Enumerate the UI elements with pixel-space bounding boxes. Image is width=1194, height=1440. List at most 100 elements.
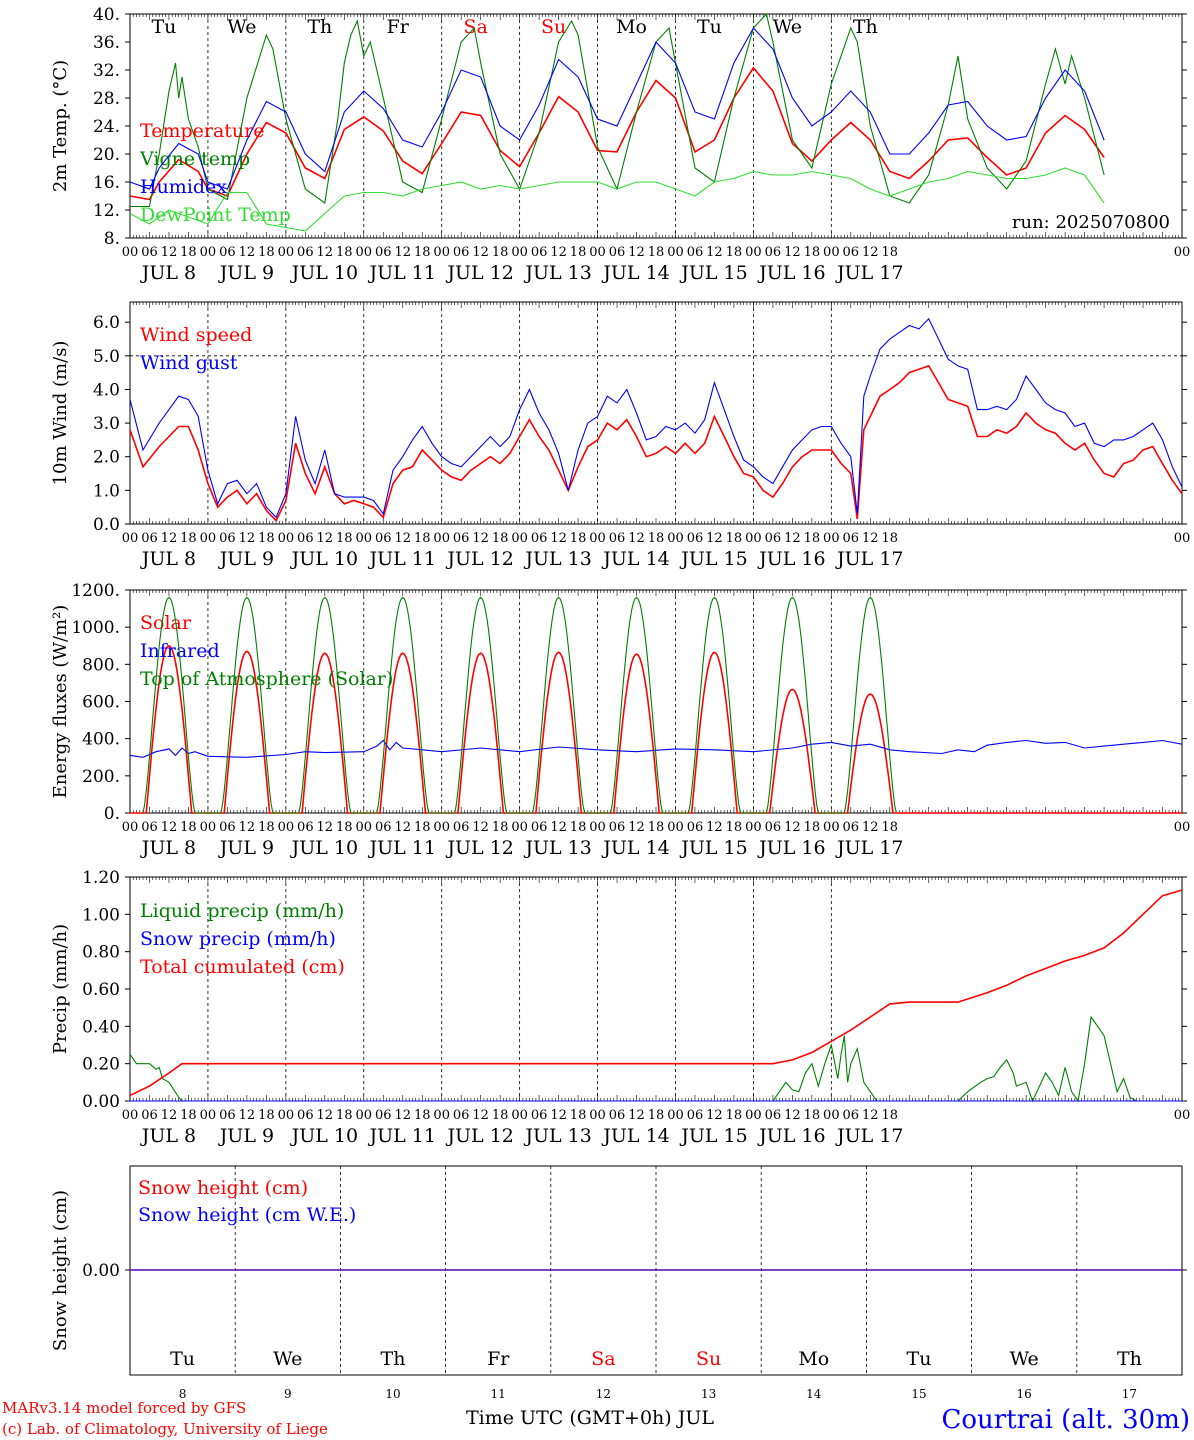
date-label: JUL 11 xyxy=(368,1125,436,1147)
hour-label: 12 xyxy=(472,245,489,260)
hour-label: 18 xyxy=(336,1108,353,1123)
series-line xyxy=(129,364,1183,522)
day-number-label: 13 xyxy=(701,1387,716,1401)
y-tick-label: 200. xyxy=(82,767,120,787)
y-tick-label: 5.0 xyxy=(93,347,120,367)
hour-label: 00 xyxy=(823,1108,840,1123)
legend-entry: DewPoint Temp xyxy=(140,204,291,226)
date-label: JUL 11 xyxy=(368,548,436,570)
day-number-label: 8 xyxy=(179,1387,187,1401)
date-label: JUL 10 xyxy=(290,1125,358,1147)
hour-label: 06 xyxy=(453,820,470,835)
hour-label: 00 xyxy=(278,820,295,835)
hour-label: 00 xyxy=(200,245,217,260)
legend-entry: Liquid precip (mm/h) xyxy=(140,900,344,922)
date-label: JUL 14 xyxy=(601,837,669,859)
hour-label: 00 xyxy=(278,531,295,546)
hour-label: 12 xyxy=(862,245,879,260)
date-label: JUL 10 xyxy=(290,837,358,859)
hour-label: 00 xyxy=(745,820,762,835)
weekday-label: Fr xyxy=(487,1348,510,1370)
legend-entry: Vigne temp xyxy=(139,148,250,170)
weekday-label: Tu xyxy=(907,1348,932,1370)
hour-label: 18 xyxy=(492,1108,509,1123)
hour-label: 06 xyxy=(765,531,782,546)
hour-label: 18 xyxy=(726,245,743,260)
hour-label: 06 xyxy=(531,1108,548,1123)
hour-label: 00 xyxy=(1174,820,1191,835)
legend-entry: Wind speed xyxy=(140,324,252,346)
hour-label: 12 xyxy=(472,820,489,835)
series-line xyxy=(129,27,1105,190)
hour-label: 18 xyxy=(570,531,587,546)
hour-label: 12 xyxy=(239,820,256,835)
hour-label: 18 xyxy=(492,245,509,260)
hour-label: 06 xyxy=(219,245,236,260)
hour-label: 06 xyxy=(219,820,236,835)
hour-label: 06 xyxy=(843,531,860,546)
hour-label: 12 xyxy=(317,820,334,835)
hour-label: 18 xyxy=(414,820,431,835)
date-label: JUL 13 xyxy=(523,1125,591,1147)
hour-label: 18 xyxy=(726,820,743,835)
y-tick-label: 1000. xyxy=(71,618,120,638)
date-label: JUL 10 xyxy=(290,548,358,570)
hour-label: 18 xyxy=(414,245,431,260)
series-line xyxy=(129,317,1183,519)
y-tick-label: 0.00 xyxy=(82,1092,120,1112)
hour-label: 06 xyxy=(531,245,548,260)
hour-label: 18 xyxy=(180,531,197,546)
date-label: JUL 9 xyxy=(218,1125,274,1147)
hour-label: 18 xyxy=(804,245,821,260)
weekday-label: Sa xyxy=(591,1348,615,1370)
y-tick-label: 400. xyxy=(82,730,120,750)
date-label: JUL 17 xyxy=(835,837,903,859)
panel-4: 0.00 0.20 0.40 0.60 0.80 1.00 1.20 Precip (mm/h… xyxy=(50,868,1190,1147)
date-label: JUL 13 xyxy=(523,262,591,284)
weekday-label: Tu xyxy=(170,1348,195,1370)
hour-label: 12 xyxy=(706,531,723,546)
legend-entry: Top of Atmosphere (Solar) xyxy=(140,668,393,690)
legend-entry: Wind gust xyxy=(140,352,238,374)
hour-label: 18 xyxy=(804,820,821,835)
hour-label: 00 xyxy=(511,1108,528,1123)
hour-label: 18 xyxy=(570,820,587,835)
weekday-label: We xyxy=(227,16,256,38)
hour-label: 00 xyxy=(122,531,139,546)
hour-label: 00 xyxy=(589,820,606,835)
y-tick-label: 0.00 xyxy=(82,1261,120,1281)
hour-label: 06 xyxy=(453,1108,470,1123)
hour-label: 18 xyxy=(336,531,353,546)
hour-label: 18 xyxy=(414,531,431,546)
weekday-label: Su xyxy=(696,1348,721,1370)
hour-label: 12 xyxy=(862,1108,879,1123)
y-tick-label: 40. xyxy=(93,5,120,25)
legend-entry: Temperature xyxy=(140,120,264,142)
hour-label: 00 xyxy=(356,820,373,835)
date-label: JUL 14 xyxy=(601,262,669,284)
weekday-label: We xyxy=(1010,1348,1039,1370)
day-number-label: 10 xyxy=(385,1387,400,1401)
hour-label: 00 xyxy=(356,245,373,260)
legend-entry: Snow precip (mm/h) xyxy=(140,928,336,950)
y-axis-title: Snow height (cm) xyxy=(50,1190,71,1351)
hour-label: 18 xyxy=(414,1108,431,1123)
hour-label: 18 xyxy=(492,820,509,835)
y-axis-title: 10m Wind (m/s) xyxy=(50,341,71,486)
date-label: JUL 10 xyxy=(290,262,358,284)
hour-label: 06 xyxy=(765,1108,782,1123)
date-label: JUL 12 xyxy=(445,837,513,859)
hour-label: 06 xyxy=(531,820,548,835)
hour-label: 12 xyxy=(784,531,801,546)
hour-label: 12 xyxy=(394,1108,411,1123)
legend-entry: Snow height (cm) xyxy=(138,1177,308,1199)
hour-label: 00 xyxy=(667,245,684,260)
hour-label: 00 xyxy=(823,531,840,546)
hour-label: 12 xyxy=(628,820,645,835)
hour-label: 06 xyxy=(531,531,548,546)
hour-label: 00 xyxy=(667,531,684,546)
y-tick-label: 28. xyxy=(93,89,120,109)
hour-label: 00 xyxy=(356,531,373,546)
hour-label: 00 xyxy=(122,820,139,835)
hour-label: 06 xyxy=(687,1108,704,1123)
